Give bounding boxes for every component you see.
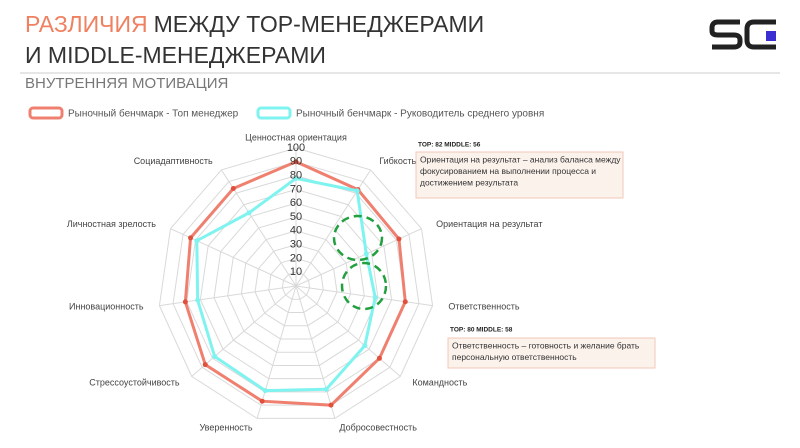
annotation-text: Ориентация на результат – анализ баланса… [420, 154, 621, 164]
grid-ring [268, 257, 324, 313]
spoke [295, 285, 336, 419]
r-tick-label: 90 [290, 156, 302, 168]
subtitle: ВНУТРЕННЯЯ МОТИВАЦИЯ [25, 75, 228, 92]
spoke [295, 285, 401, 377]
point [188, 235, 194, 241]
highlight-circles [332, 214, 388, 311]
title-rest: МЕЖДУ TOP-МЕНЕДЖЕРАМИ [154, 11, 485, 37]
spoke [191, 285, 297, 377]
r-tick-label: 20 [290, 252, 302, 264]
point [246, 210, 252, 216]
grid-ring [281, 271, 311, 300]
grid-ring [240, 230, 352, 340]
point [194, 238, 200, 244]
category-label: Добросовестность [339, 422, 417, 432]
category-label: Ориентация на результат [436, 219, 542, 229]
grid-ring [227, 216, 365, 353]
title-accent: РАЗЛИЧИЯ [25, 11, 148, 37]
title: РАЗЛИЧИЯ МЕЖДУ TOP-МЕНЕДЖЕРАМИ [25, 11, 484, 37]
point [402, 299, 408, 305]
annotation-label: TOP: 82 MIDDLE: 56 [418, 142, 481, 149]
point [372, 294, 378, 300]
category-label: Инновационность [69, 301, 144, 311]
legend-label: Рыночный бенчмарк - Топ менеджер [68, 108, 239, 120]
annotation-text: фокусированием на выполнении процесса и [420, 166, 596, 176]
point [363, 251, 369, 257]
annotation-box [415, 151, 624, 199]
category-label: Стрессоустойчивость [89, 377, 180, 387]
spoke [295, 285, 433, 307]
point [362, 343, 368, 349]
point [230, 185, 236, 191]
legend: Рыночный бенчмарк - Топ менеджер Рыночный… [28, 106, 544, 120]
legend-swatch [28, 106, 64, 120]
category-label: Личностная зрелость [67, 219, 156, 229]
annotation-text: достижением результата [420, 177, 518, 187]
point [182, 299, 188, 305]
title-line2: И MIDDLE-МЕНЕДЖЕРАМИ [25, 42, 326, 68]
r-tick-label: 50 [290, 211, 302, 223]
point [195, 297, 201, 303]
r-tick-label: 40 [290, 225, 302, 237]
grid-ring [199, 188, 393, 380]
point [376, 355, 382, 361]
annotation-text: персональную ответственность [452, 352, 577, 362]
point [323, 386, 329, 392]
r-tick-label: 30 [290, 239, 302, 251]
r-tick-label: 100 [287, 142, 305, 154]
point [212, 353, 218, 359]
point [396, 236, 402, 242]
legend-swatch [256, 106, 292, 120]
logo [709, 19, 776, 50]
category-label: Ценностная ориентация [245, 132, 347, 142]
r-tick-label: 70 [290, 183, 302, 195]
category-label: Социадаптивность [134, 156, 213, 166]
point [328, 402, 334, 408]
annotation-label: TOP: 80 MIDDLE: 58 [450, 327, 513, 334]
r-tick-label: 60 [290, 197, 302, 209]
annotation-box [447, 337, 656, 369]
category-label: Командность [412, 377, 467, 387]
series-line [183, 160, 407, 407]
grid-ring [254, 244, 338, 327]
category-label: Уверенность [199, 422, 252, 432]
r-tick-label: 10 [290, 266, 302, 278]
grid-ring [158, 147, 434, 419]
annotations: TOP: 82 MIDDLE: 56 Ориентация на результа… [415, 142, 656, 369]
spoke [159, 285, 297, 307]
point [262, 388, 268, 394]
point [354, 188, 360, 194]
series-line [195, 176, 377, 393]
category-label: Ответственность [448, 301, 519, 311]
grid-ring [186, 175, 406, 393]
point [293, 159, 299, 165]
legend-label: Рыночный бенчмарк - Руководитель среднег… [296, 108, 544, 120]
category-label: Гибкость [379, 156, 416, 166]
point [202, 362, 208, 368]
point [293, 175, 299, 181]
point [259, 398, 265, 404]
spoke [256, 285, 297, 419]
annotation-text: Ответственность – готовность и желание б… [452, 340, 640, 350]
r-tick-label: 80 [290, 170, 302, 182]
grid-ring [172, 161, 420, 406]
